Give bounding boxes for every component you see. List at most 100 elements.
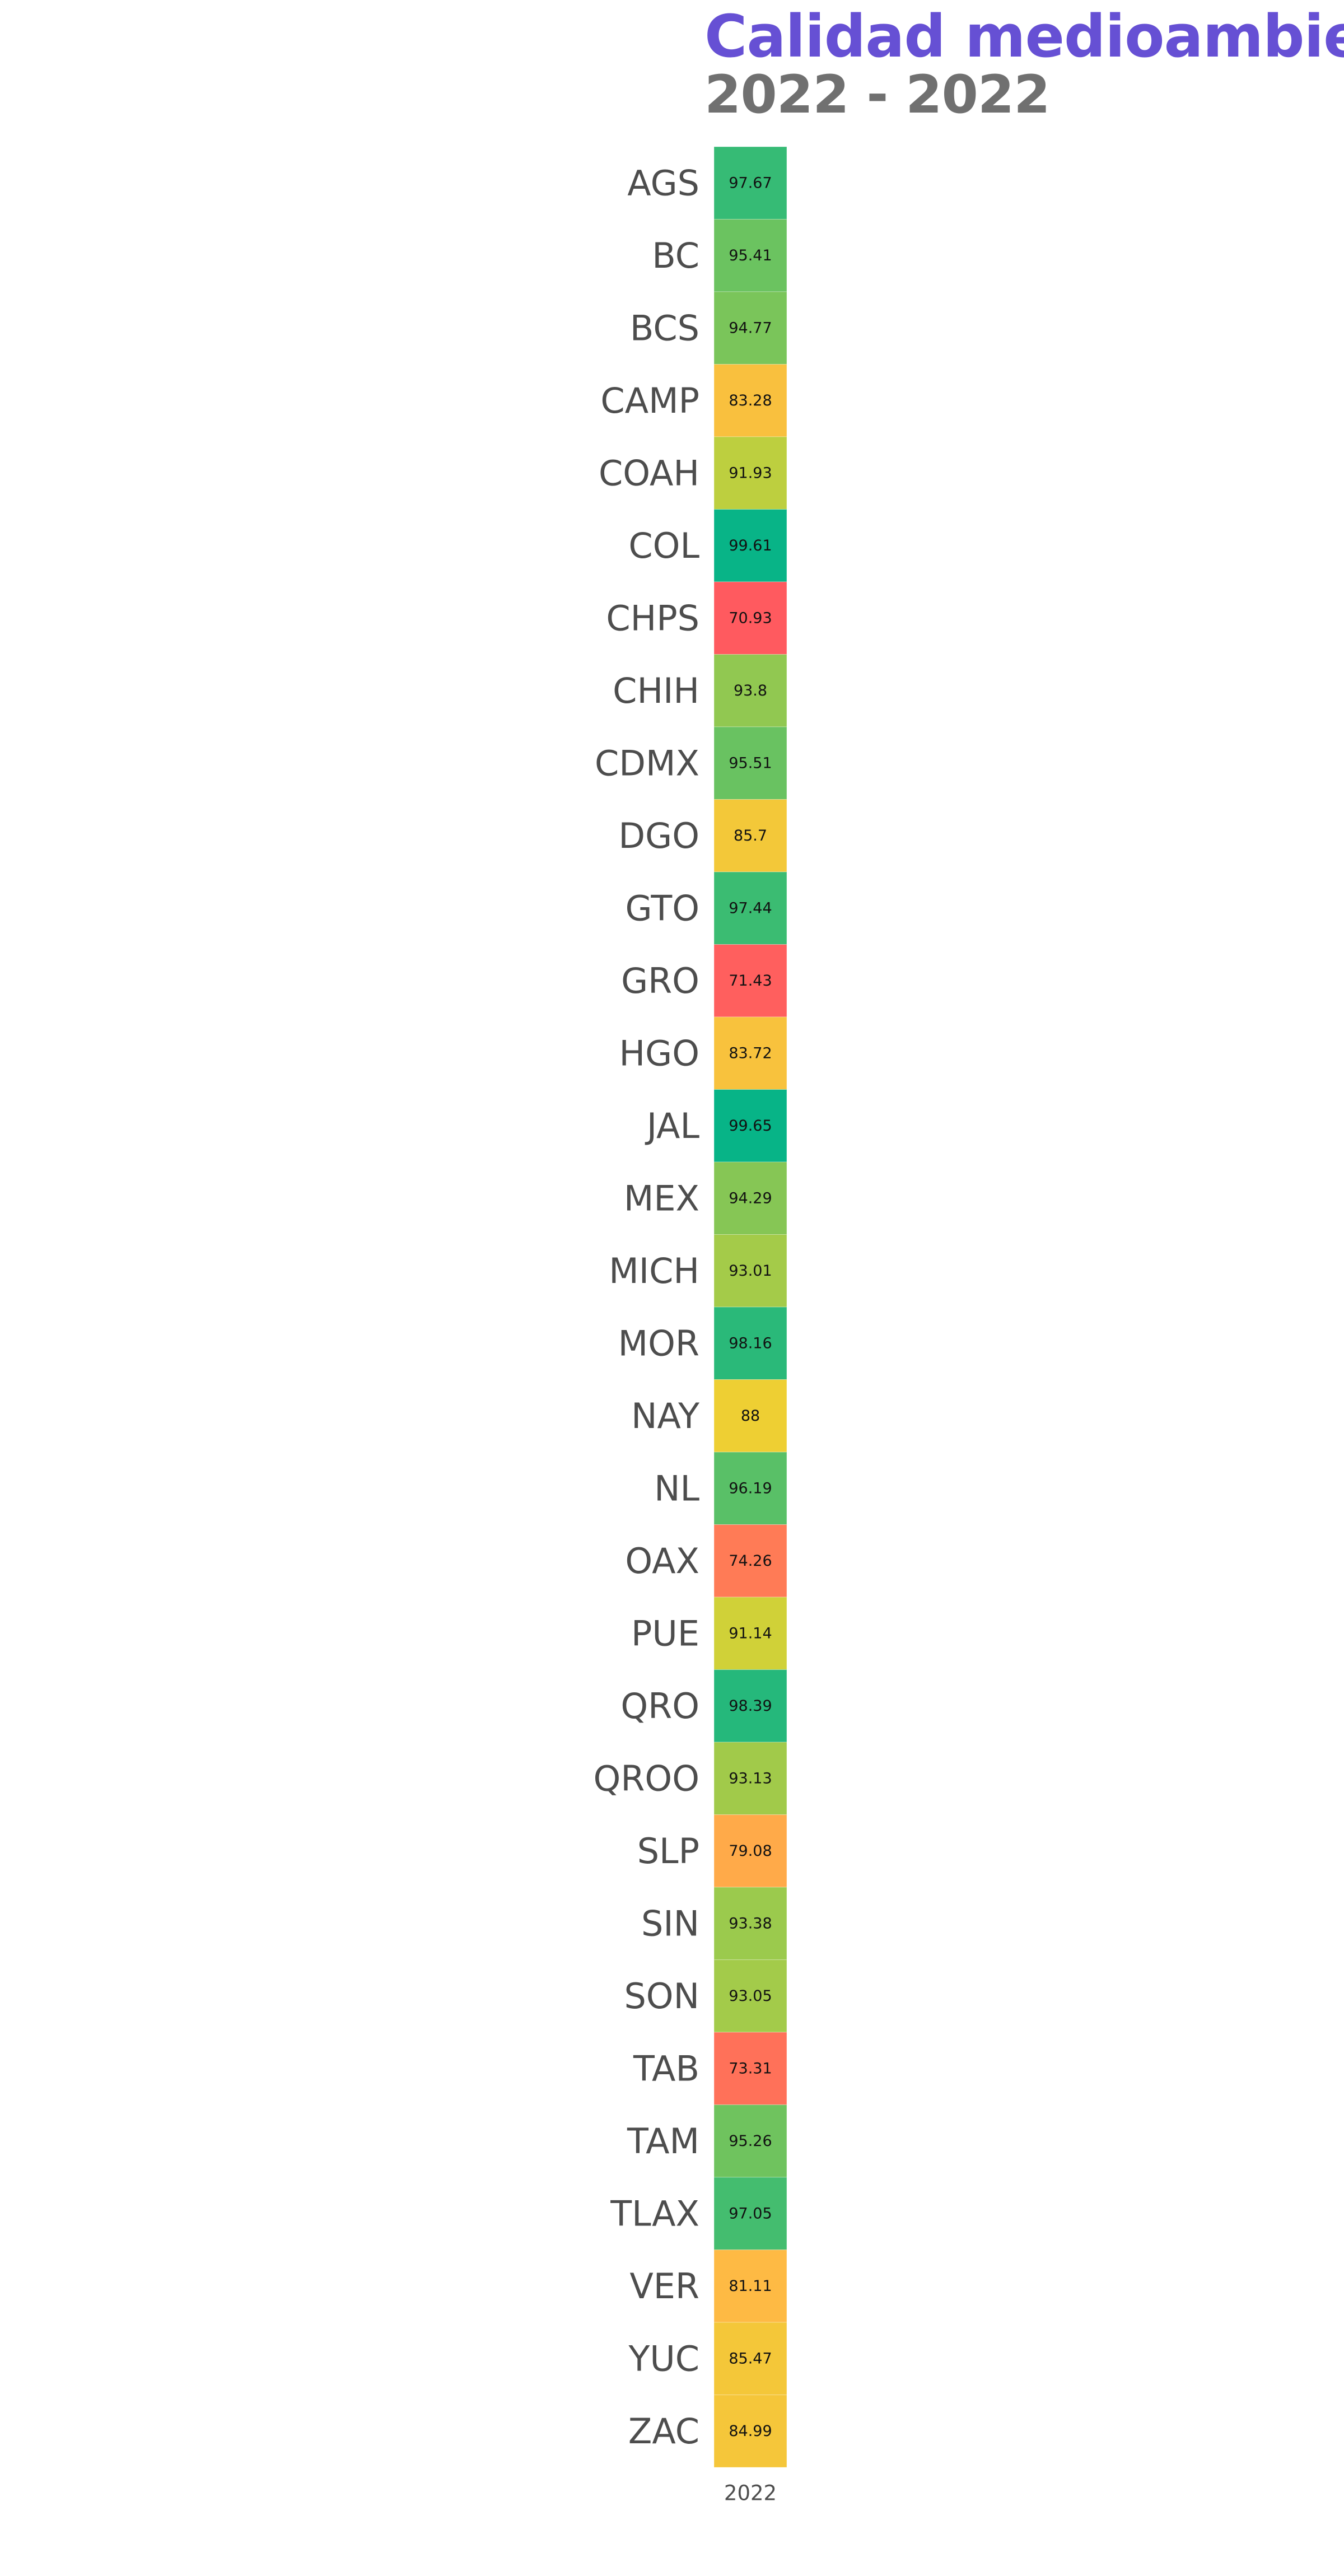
cell-value-label: 84.99 <box>729 2423 772 2440</box>
heatmap-cell-gro <box>713 944 787 1018</box>
row-label-tlax: TLAX <box>610 2193 699 2234</box>
cell-value-label: 98.39 <box>729 1697 772 1715</box>
heatmap-cell-coah <box>713 436 787 510</box>
heatmap-cell-bcs <box>713 291 787 365</box>
row-label-chih: CHIH <box>613 670 699 711</box>
cell-value-label: 97.05 <box>729 2205 772 2222</box>
row-label-ver: VER <box>629 2266 699 2307</box>
cell-value-label: 81.11 <box>729 2278 772 2295</box>
heatmap-cell-gto <box>713 871 787 945</box>
row-label-qroo: QROO <box>594 1758 699 1799</box>
heatmap-cell-mich <box>713 1234 787 1308</box>
heatmap-cell-chih <box>713 654 787 727</box>
cell-value-label: 95.51 <box>729 754 772 772</box>
heatmap-cell-sin <box>713 1887 787 1960</box>
cell-value-label: 85.7 <box>734 827 767 844</box>
heatmap-cell-hgo <box>713 1016 787 1090</box>
heatmap-cell-qroo <box>713 1742 787 1815</box>
cell-value-label: 99.65 <box>729 1117 772 1135</box>
heatmap-cell-slp <box>713 1814 787 1888</box>
chart-title: Calidad medioambien <box>704 2 1344 71</box>
row-label-zac: ZAC <box>628 2411 699 2452</box>
row-label-jal: JAL <box>645 1105 700 1146</box>
cell-value-label: 85.47 <box>729 2350 772 2367</box>
row-label-sin: SIN <box>641 1903 699 1944</box>
cell-value-label: 73.31 <box>729 2060 772 2077</box>
row-label-nay: NAY <box>631 1396 699 1436</box>
row-label-slp: SLP <box>637 1831 699 1872</box>
cell-value-label: 99.61 <box>729 537 772 554</box>
cell-value-label: 91.14 <box>729 1625 772 1642</box>
cell-value-label: 93.01 <box>729 1262 772 1280</box>
cell-value-label: 93.38 <box>729 1915 772 1932</box>
heatmap-cell-son <box>713 1959 787 2033</box>
column-labels: 2022 <box>724 2481 777 2505</box>
row-label-qro: QRO <box>620 1686 699 1726</box>
row-label-col: COL <box>628 525 699 566</box>
heatmap-cell-mex <box>713 1161 787 1235</box>
row-label-dgo: DGO <box>618 815 699 856</box>
heatmap-cell-camp <box>713 364 787 437</box>
row-label-ags: AGS <box>627 162 699 203</box>
cell-value-label: 95.26 <box>729 2132 772 2150</box>
heatmap-cell-nl <box>713 1452 787 1525</box>
heatmap-cell-pue <box>713 1597 787 1670</box>
row-label-pue: PUE <box>631 1613 699 1654</box>
heatmap-cell-ver <box>713 2250 787 2323</box>
row-label-coah: COAH <box>599 452 699 493</box>
column-label: 2022 <box>724 2481 777 2505</box>
heatmap-cells: 97.67 95.41 94.77 83.28 91.93 99.61 70.93 93.8 9… <box>713 146 787 2468</box>
cell-value-label: 93.13 <box>729 1770 772 1787</box>
heatmap-cell-tab <box>713 2032 787 2105</box>
cell-value-label: 88 <box>741 1407 760 1425</box>
cell-value-label: 93.8 <box>734 682 767 699</box>
heatmap-cell-dgo <box>713 799 787 872</box>
heatmap-cell-mor <box>713 1306 787 1380</box>
row-label-nl: NL <box>654 1468 699 1509</box>
cell-value-label: 71.43 <box>729 972 772 990</box>
heatmap-cell-bc <box>713 219 787 292</box>
heatmap-cell-jal <box>713 1089 787 1163</box>
row-label-oax: OAX <box>625 1541 699 1581</box>
heatmap-cell-qro <box>713 1669 787 1743</box>
row-label-mex: MEX <box>624 1178 699 1219</box>
row-label-hgo: HGO <box>619 1033 699 1074</box>
row-label-mich: MICH <box>609 1250 699 1291</box>
cell-value-label: 94.77 <box>729 319 772 337</box>
row-label-tab: TAB <box>633 2048 699 2089</box>
cell-value-label: 97.44 <box>729 899 772 917</box>
cell-value-label: 93.05 <box>729 1987 772 2005</box>
row-label-cdmx: CDMX <box>595 743 699 783</box>
row-label-mor: MOR <box>618 1323 699 1364</box>
cell-value-label: 96.19 <box>729 1480 772 1497</box>
heatmap-cell-zac <box>713 2395 787 2468</box>
heatmap-cell-nay <box>713 1379 787 1453</box>
chart-subtitle: 2022 - 2022 <box>704 64 1051 125</box>
row-label-camp: CAMP <box>600 380 699 421</box>
row-label-son: SON <box>624 1976 699 2017</box>
cell-value-label: 91.93 <box>729 464 772 482</box>
heatmap-cell-yuc <box>713 2322 787 2395</box>
row-label-gro: GRO <box>621 960 699 1001</box>
cell-value-label: 79.08 <box>729 1842 772 1860</box>
heatmap-cell-chps <box>713 581 787 655</box>
heatmap-cell-tam <box>713 2104 787 2178</box>
cell-value-label: 74.26 <box>729 1552 772 1570</box>
cell-value-label: 70.93 <box>729 609 772 627</box>
row-label-yuc: YUC <box>628 2338 699 2379</box>
row-label-tam: TAM <box>627 2121 699 2162</box>
row-label-bcs: BCS <box>630 307 699 348</box>
cell-value-label: 97.67 <box>729 174 772 192</box>
cell-value-label: 95.41 <box>729 247 772 264</box>
row-labels: AGS BC BCS CAMP COAH COL CHPS CHIH CDMX DGO GTO GRO… <box>594 162 700 2452</box>
row-label-chps: CHPS <box>606 598 699 638</box>
cell-value-label: 98.16 <box>729 1334 772 1352</box>
cell-value-label: 94.29 <box>729 1189 772 1207</box>
heatmap-cell-col <box>713 509 787 582</box>
cell-value-label: 83.28 <box>729 392 772 409</box>
heatmap-cell-oax <box>713 1524 787 1598</box>
row-label-bc: BC <box>652 235 699 276</box>
cell-value-label: 83.72 <box>729 1044 772 1062</box>
row-label-gto: GTO <box>625 888 699 928</box>
